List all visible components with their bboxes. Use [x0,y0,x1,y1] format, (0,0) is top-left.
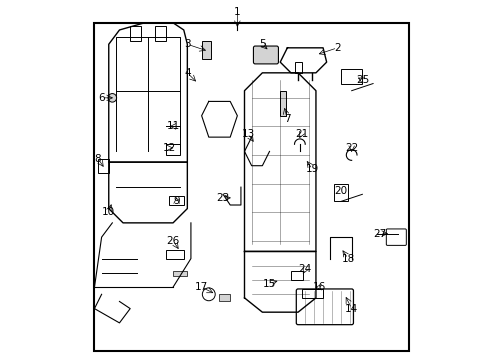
Text: 11: 11 [166,121,179,131]
Text: 1: 1 [234,7,240,17]
Text: 8: 8 [95,154,101,163]
Text: 19: 19 [305,164,318,174]
Text: 18: 18 [341,253,354,264]
Text: 24: 24 [298,264,311,274]
Text: 15: 15 [263,279,276,289]
Text: 26: 26 [166,236,179,246]
Bar [294,62,301,73]
Bar [340,69,362,84]
Text: 16: 16 [312,282,325,292]
Text: 27: 27 [373,229,386,239]
Bar [130,26,141,41]
Text: 3: 3 [183,39,190,49]
Bar [165,144,180,155]
Bar [155,26,165,41]
Bar [219,294,230,301]
Text: 14: 14 [345,303,358,314]
Text: 2: 2 [333,43,340,53]
Text: 17: 17 [195,282,208,292]
Bar [169,196,183,205]
Text: 4: 4 [183,68,190,78]
FancyBboxPatch shape [253,46,278,64]
Bar [301,289,323,298]
Bar [165,249,183,258]
Circle shape [108,94,116,102]
Text: 20: 20 [334,186,347,196]
Text: 21: 21 [294,129,307,139]
Text: 13: 13 [241,129,254,139]
Text: 12: 12 [163,143,176,153]
Text: 10: 10 [102,207,115,217]
Bar [290,271,303,280]
Text: 22: 22 [345,143,358,153]
Bar [173,271,187,276]
Bar [94,23,408,351]
Text: 23: 23 [216,193,229,203]
Text: 7: 7 [284,114,290,124]
Bar [201,41,210,59]
Text: 25: 25 [355,75,368,85]
Text: 9: 9 [173,197,180,206]
Text: 5: 5 [259,39,265,49]
Text: 6: 6 [98,93,105,103]
Bar [280,91,285,116]
Bar [98,158,108,173]
Bar [333,184,347,202]
